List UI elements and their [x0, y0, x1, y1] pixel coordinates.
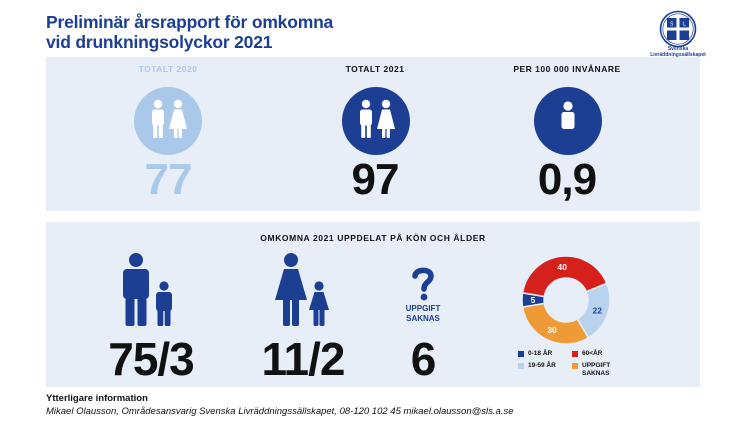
footer-contact: Mikael Olausson, Områdesansvarig Svenska… [46, 406, 514, 417]
stat-label-2020: TOTALT 2020 [138, 64, 198, 74]
donut-label-60-plus: 40 [558, 262, 568, 272]
breakdown-panel: OMKOMNA 2021 UPPDELAT PÅ KÖN OCH ÅLDER 7… [46, 222, 700, 387]
logo-text: Svenska Livräddningssällskapet [650, 46, 706, 58]
legend-label: UPPGIFT SAKNAS [582, 362, 611, 377]
stat-value-2021: 97 [351, 155, 400, 204]
woman-girl-icon [275, 253, 329, 326]
donut-label-0-18: 5 [531, 295, 536, 305]
missing-count: 6 [410, 333, 437, 385]
donut-slice-60-plus [521, 255, 608, 298]
breakdown-title: OMKOMNA 2021 UPPDELAT PÅ KÖN OCH ÅLDER [260, 233, 486, 243]
logo-letter-1: S [670, 22, 673, 28]
age-donut-chart: 5 40 22 30 [521, 255, 611, 345]
missing-label-line2: SAKNAS [406, 314, 440, 323]
totals-panel: TOTALT 2020 77 TOTALT 2021 [46, 57, 700, 211]
stat-value-per-capita: 0,9 [537, 155, 597, 204]
women-count: 11/2 [261, 333, 346, 385]
legend-swatch [518, 362, 524, 369]
logo-letter-3: S [676, 34, 679, 40]
report-title-line1: Preliminär årsrapport för omkomna [46, 12, 334, 32]
legend-swatch [572, 362, 578, 369]
missing-label-line1: UPPGIFT [405, 304, 441, 313]
stat-label-per-capita: PER 100 000 INVÅNARE [513, 64, 621, 74]
legend-swatch [518, 350, 524, 357]
man-boy-icon [123, 253, 172, 326]
question-mark-icon [412, 267, 434, 301]
legend-item-60-plus: 60<ÅR [572, 350, 602, 358]
legend-item-0-18: 0-18 ÅR [518, 350, 552, 358]
donut-slice-missing [521, 302, 590, 345]
men-count: 75/3 [108, 333, 195, 385]
person-icon [534, 87, 602, 155]
legend-swatch [572, 350, 578, 357]
donut-label-missing: 30 [547, 325, 557, 335]
legend-label: 0-18 ÅR [528, 350, 553, 357]
report-title: Preliminär årsrapport för omkomna vid dr… [46, 12, 333, 52]
donut-label-19-59: 22 [593, 306, 603, 316]
man-woman-icon [342, 87, 410, 155]
logo-letter-2: L [683, 22, 686, 28]
legend-label: 60<ÅR [582, 350, 603, 357]
legend-item-19-59: 19-59 ÅR [518, 362, 556, 370]
legend-item-missing: UPPGIFT SAKNAS [572, 362, 624, 377]
footer-heading: Ytterligare information [46, 393, 148, 404]
report-title-line2: vid drunkningsolyckor 2021 [46, 32, 273, 52]
stat-value-2020: 77 [144, 155, 193, 204]
man-woman-icon [134, 87, 202, 155]
legend-label: 19-59 ÅR [528, 362, 556, 369]
stat-label-2021: TOTALT 2021 [345, 64, 405, 74]
sls-logo: S L S Svenska Livräddningssällskapet [648, 10, 708, 58]
missing-label: UPPGIFT SAKNAS [398, 304, 448, 324]
sls-emblem-icon: S L S [659, 10, 697, 48]
